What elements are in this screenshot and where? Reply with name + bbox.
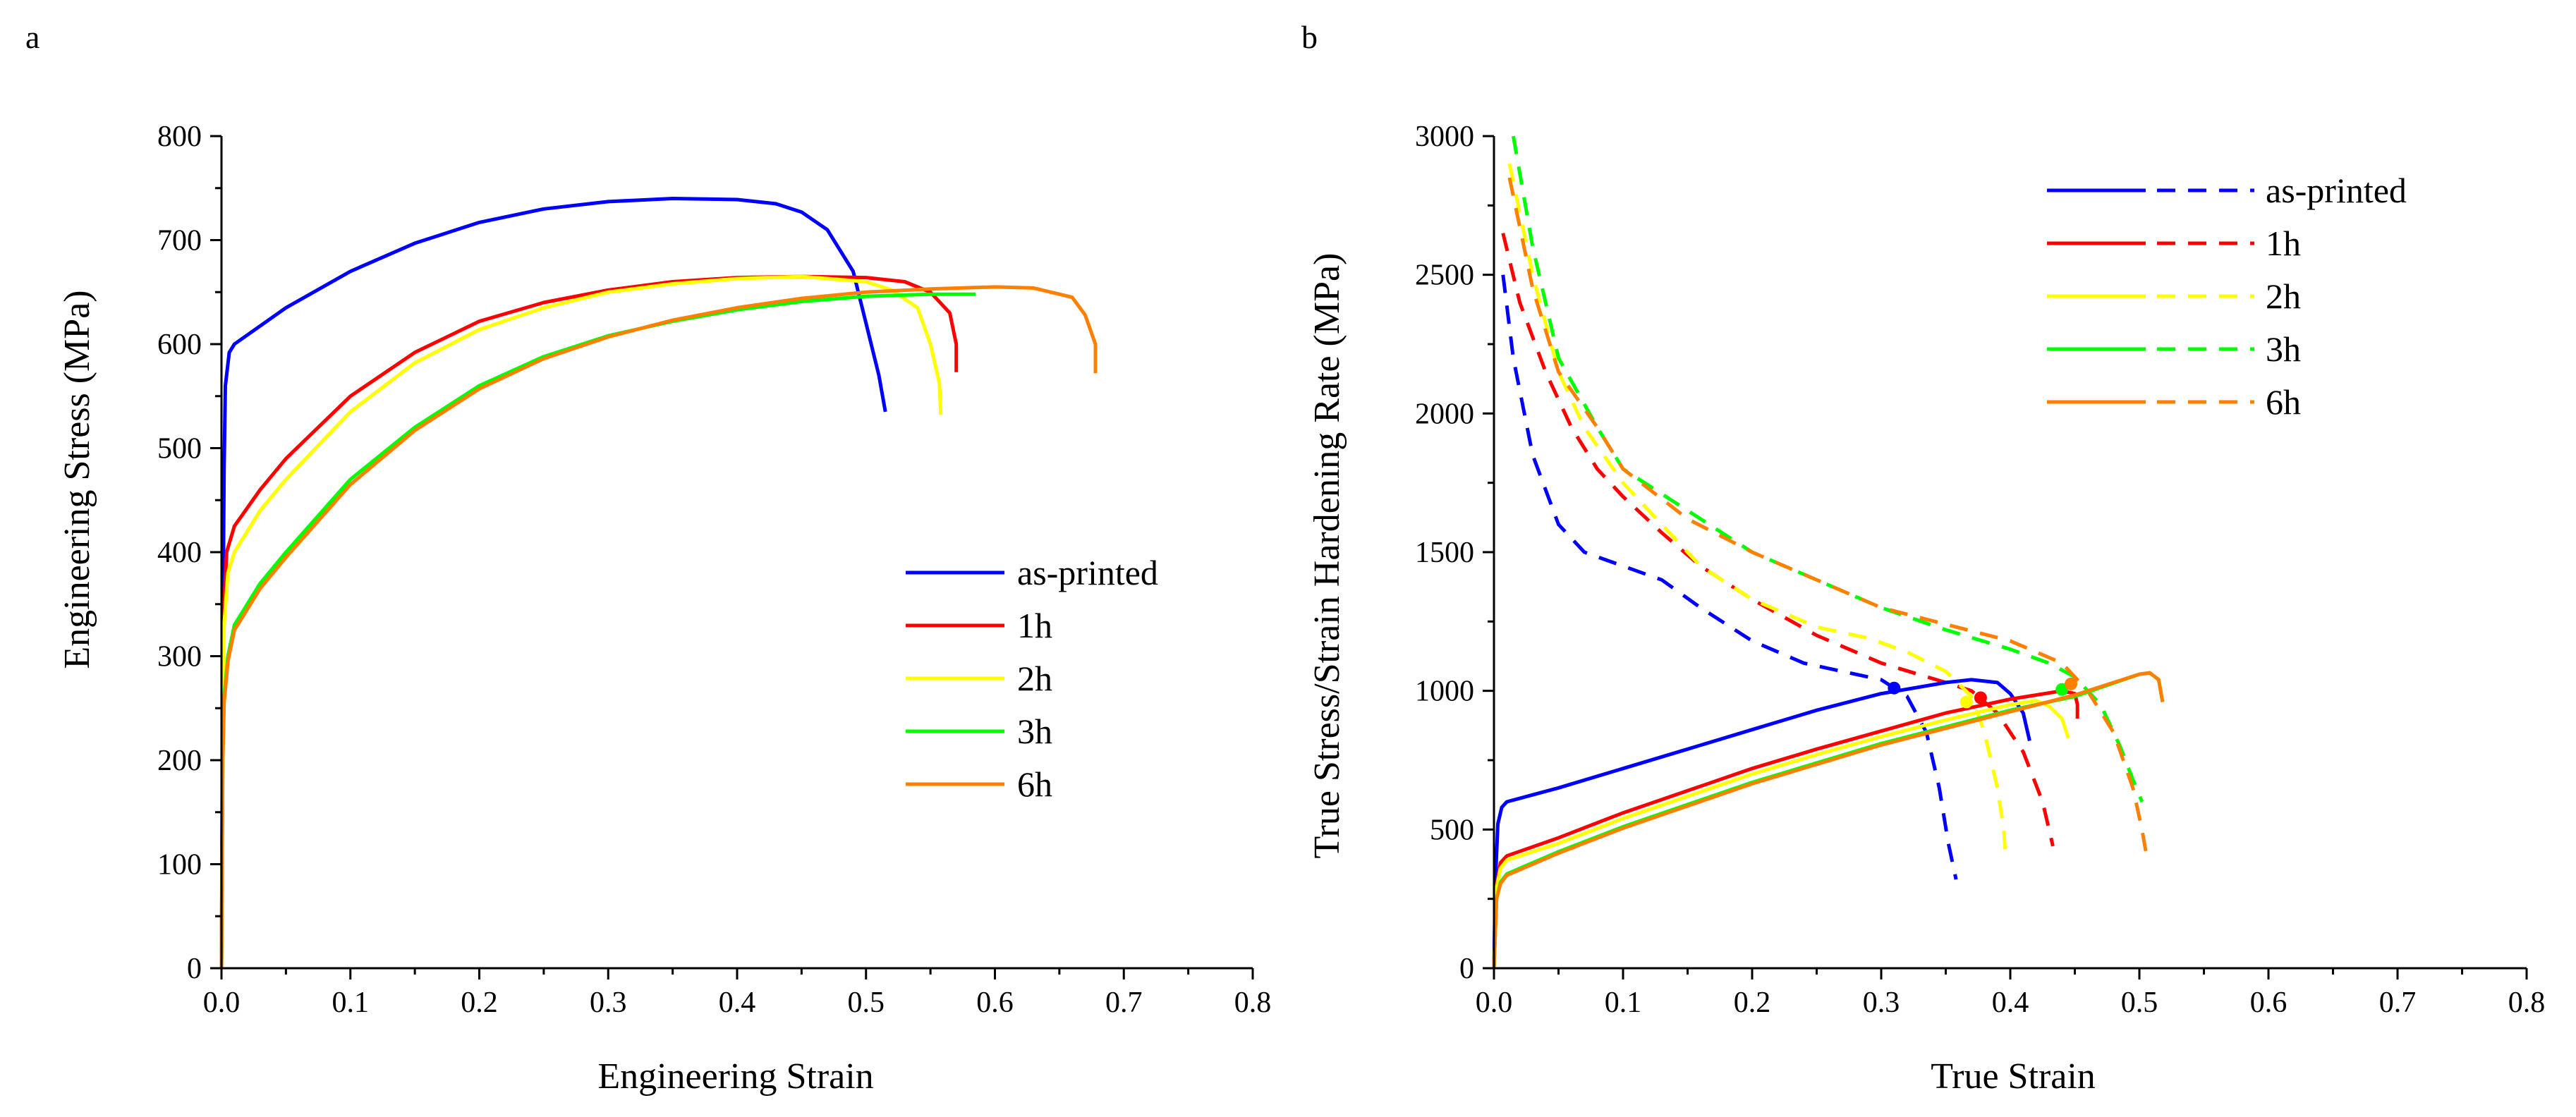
panel-b-x-tick-label: 0.4	[1992, 987, 2029, 1019]
panel-a-y-tick-label: 800	[157, 121, 202, 153]
panel-b-x-tick-label: 0.6	[2250, 987, 2288, 1019]
panel-a-series-2h	[219, 274, 943, 969]
panel-a-x-axis-label: Engineering Strain	[597, 1056, 873, 1097]
panel-a-legend-label-as-printed: as-printed	[1017, 553, 1158, 592]
panel-b-y-tick-label: 500	[1430, 814, 1474, 846]
panel-b-ticks: 0.0 0.1 0.2 0.3 0.4 0.5 0.6 0.7 0.8 0 500 1000 1500 2…	[1415, 121, 2545, 1019]
panel-a-series-6h	[219, 285, 1098, 969]
panel-b-intersection-point-as-printed	[1888, 681, 1901, 695]
panel-b-series-group	[1492, 135, 2165, 969]
panel-a-y-tick-label: 600	[157, 329, 202, 361]
panel-b-true-stress-1h	[1492, 689, 2079, 969]
panel-a-y-tick-label: 400	[157, 537, 202, 569]
panel-b-x-axis-label: True Strain	[1931, 1056, 2096, 1097]
panel-b-intersection-point-6h	[2065, 677, 2078, 690]
panel-a-y-tick-label: 0	[187, 953, 202, 985]
panel-b-y-tick-label: 0	[1459, 953, 1474, 985]
panel-b-hardening-rate-3h	[1511, 135, 2144, 802]
panel-a-y-tick-label: 300	[157, 641, 202, 673]
panel-b-x-tick-label: 0.5	[2121, 987, 2158, 1019]
panel-a-x-tick-label: 0.5	[848, 987, 885, 1019]
panel-b-intersection-point-2h	[1960, 695, 1973, 709]
panel-a-x-tick-label: 0.7	[1105, 987, 1143, 1019]
panel-b-hardening-rate-1h	[1501, 233, 2055, 847]
panel-a-x-tick-label: 0.0	[203, 987, 241, 1019]
panel-b-y-tick-label: 3000	[1415, 121, 1474, 153]
panel-a-legend-label-2h: 2h	[1017, 659, 1052, 698]
panel-b-legend-label-2h: 2h	[2266, 276, 2301, 316]
panel-b-legend-label-as-printed: as-printed	[2266, 171, 2407, 210]
panel-b-true-stress-6h	[1492, 671, 2165, 969]
panel-b-legend: as-printed 1h 2h 3h 6h	[2047, 171, 2407, 422]
panel-a-ticks: 0.0 0.1 0.2 0.3 0.4 0.5 0.6 0.7 0.8 0 100 200 300 400…	[157, 121, 1271, 1019]
panel-a-chart: a 0.0 0.1 0.2 0.3 0.4 0.5 0.6 0.7 0.8 0 100 200 300 4…	[25, 19, 1271, 1097]
panel-b-legend-label-1h: 1h	[2266, 224, 2301, 263]
panel-a-legend-label-3h: 3h	[1017, 712, 1052, 751]
panel-b-x-tick-label: 0.2	[1734, 987, 1771, 1019]
panel-a-y-tick-label: 100	[157, 849, 202, 881]
panel-b-y-tick-label: 1000	[1415, 676, 1474, 708]
panel-a-y-tick-label: 700	[157, 225, 202, 257]
panel-b-y-tick-label: 2000	[1415, 398, 1474, 430]
panel-a-letter: a	[25, 19, 40, 55]
panel-a-x-tick-label: 0.4	[719, 987, 756, 1019]
panel-b-x-tick-label: 0.1	[1605, 987, 1642, 1019]
panel-a-legend: as-printed 1h 2h 3h 6h	[906, 553, 1158, 804]
panel-a-x-tick-label: 0.3	[590, 987, 627, 1019]
panel-b-letter: b	[1301, 19, 1318, 55]
panel-b-y-axis-label: True Stress/Strain Hardening Rate (MPa)	[1307, 253, 1347, 859]
panel-b-hardening-rate-6h	[1507, 177, 2148, 853]
panel-a-x-tick-label: 0.2	[461, 987, 498, 1019]
panel-b-legend-label-6h: 6h	[2266, 382, 2301, 422]
panel-b-y-tick-label: 1500	[1415, 537, 1474, 569]
panel-a-series-group	[219, 197, 1098, 969]
panel-a-legend-label-1h: 1h	[1017, 606, 1052, 645]
panel-b-x-tick-label: 0.8	[2508, 987, 2546, 1019]
panel-b-legend-label-3h: 3h	[2266, 329, 2301, 369]
panel-b-hardening-rate-2h	[1507, 163, 2007, 852]
panel-b-chart: b 0.0 0.1 0.2 0.3 0.4 0.5 0.6 0.7 0.8 0 500 1000 150…	[1301, 19, 2545, 1097]
panel-a-x-tick-label: 0.6	[976, 987, 1014, 1019]
panel-b-true-stress-as-printed	[1492, 678, 2031, 969]
panel-b-hardening-rate-as-printed	[1501, 274, 1958, 880]
panel-b-intersection-point-1h	[1974, 691, 1987, 704]
panel-b-x-tick-label: 0.3	[1863, 987, 1900, 1019]
panel-a-y-tick-label: 200	[157, 745, 202, 777]
panel-a-legend-label-6h: 6h	[1017, 764, 1052, 804]
panel-a-x-tick-label: 0.8	[1234, 987, 1272, 1019]
panel-b-x-tick-label: 0.0	[1476, 987, 1513, 1019]
panel-a-series-as-printed	[219, 197, 887, 969]
panel-b-x-tick-label: 0.7	[2379, 987, 2417, 1019]
panel-a-x-tick-label: 0.1	[332, 987, 370, 1019]
panel-a-y-tick-label: 500	[157, 433, 202, 465]
panel-a-y-axis-label: Engineering Stress (MPa)	[57, 290, 97, 669]
panel-b-y-tick-label: 2500	[1415, 260, 1474, 292]
